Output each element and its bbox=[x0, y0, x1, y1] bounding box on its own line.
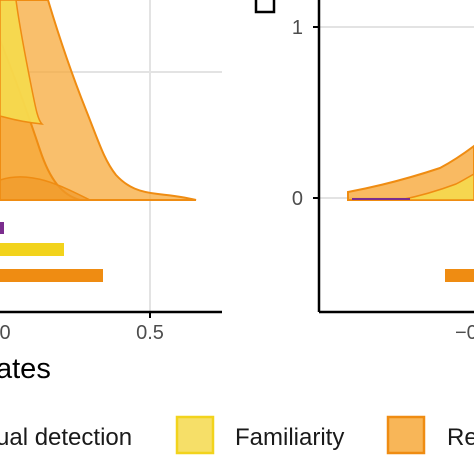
right-y-tick-1: 1 bbox=[292, 17, 303, 39]
legend-label-familiarity: Familiarity bbox=[235, 424, 344, 451]
legend: ual detection Familiarity Re bbox=[0, 415, 474, 455]
left-interval-re bbox=[0, 269, 103, 282]
left-interval-detection bbox=[0, 222, 4, 234]
right-panel: 1 0 −0 bbox=[254, 0, 474, 344]
right-panel-label-box bbox=[254, 0, 276, 14]
legend-swatch-familiarity bbox=[175, 415, 215, 455]
right-interval-re bbox=[445, 269, 474, 282]
left-density-re bbox=[0, 0, 197, 201]
left-x-axis-title: ates bbox=[0, 353, 51, 385]
right-density-familiarity bbox=[399, 173, 474, 201]
left-density-overlap bbox=[0, 176, 91, 201]
left-density-familiarity bbox=[0, 0, 44, 125]
left-x-tick-1: 0.5 bbox=[136, 322, 164, 344]
legend-label-re: Re bbox=[447, 424, 474, 451]
left-x-tick-0: 0 bbox=[0, 322, 11, 344]
legend-swatch-re bbox=[386, 415, 426, 455]
right-density-re bbox=[347, 144, 474, 201]
left-interval-familiarity bbox=[0, 243, 64, 256]
left-panel: 0 0.5 ates bbox=[0, 0, 222, 385]
legend-label-detection: ual detection bbox=[0, 424, 132, 451]
right-y-tick-0: 0 bbox=[292, 188, 303, 210]
right-x-tick-0: −0 bbox=[455, 322, 474, 344]
